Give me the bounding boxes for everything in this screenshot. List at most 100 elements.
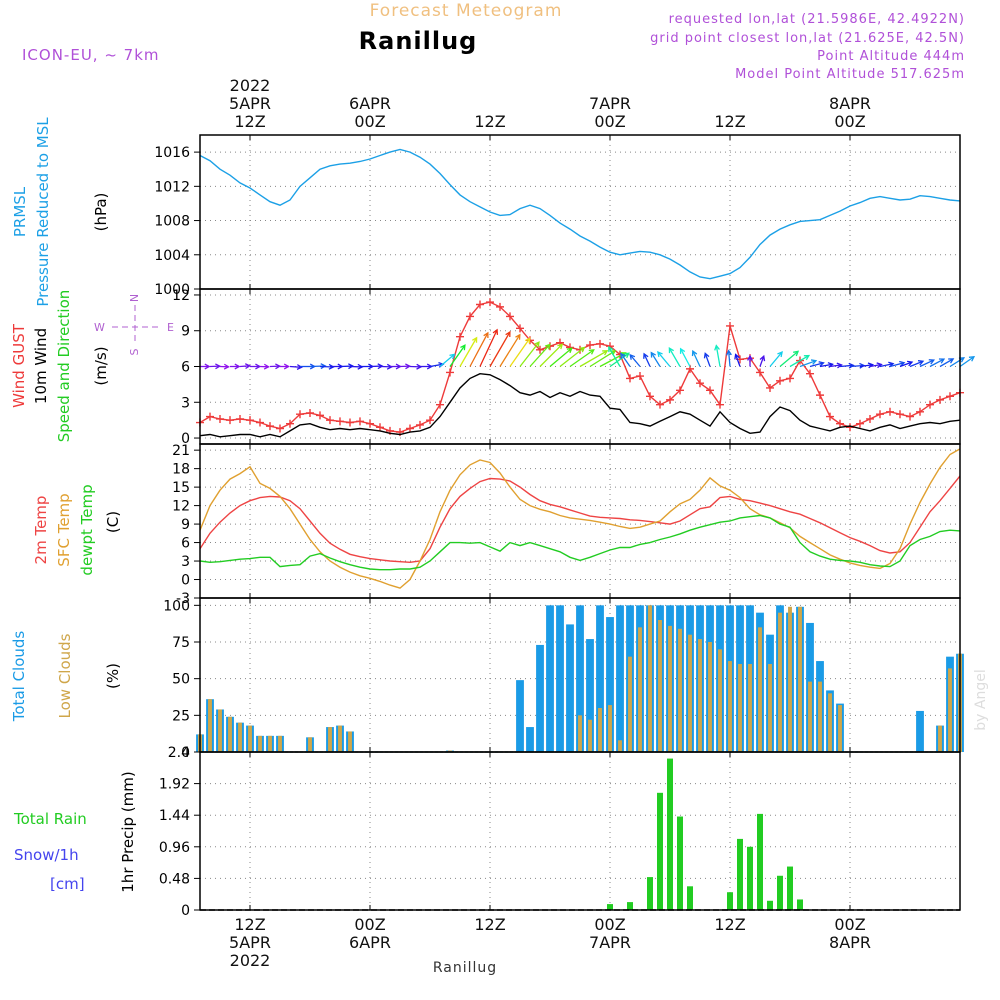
gust-marker	[226, 416, 234, 425]
y-axis-unit: (m/s)	[92, 346, 110, 385]
y-axis-title: Wind GUST	[10, 323, 28, 408]
rain-bar	[787, 866, 793, 910]
rain-bar	[737, 838, 743, 910]
wind-arrow-head	[296, 364, 303, 370]
wind-arrow	[869, 363, 882, 368]
wind-arrow	[789, 355, 810, 368]
low-cloud-bar	[618, 740, 622, 752]
wind-arrow	[509, 337, 531, 367]
wind-arrow-head	[544, 343, 551, 350]
low-cloud-bar	[698, 639, 702, 752]
y-tick-label: 1.92	[159, 777, 190, 793]
panel-frame	[199, 443, 961, 599]
chart-title: Ranillug	[359, 27, 478, 55]
wind-arrow	[489, 331, 511, 367]
y-tick-label: 0	[181, 431, 190, 447]
y-tick-label: 0.48	[159, 871, 190, 887]
low-cloud-bar	[938, 725, 942, 752]
low-cloud-bar	[818, 681, 822, 752]
low-cloud-bar	[738, 664, 742, 752]
wind-arrow-head	[471, 336, 478, 343]
wind-arrow	[839, 364, 854, 368]
bottom-time-label: 5APR	[229, 933, 271, 952]
rain-bar	[667, 758, 673, 910]
gust-marker	[426, 416, 434, 425]
wind-arrow	[650, 352, 661, 367]
gust-marker	[906, 412, 914, 421]
y-axis-title: dewpt Temp	[78, 484, 96, 575]
y-tick-label: 3	[181, 395, 190, 411]
rain-label: Total Rain	[13, 810, 87, 828]
gust-marker	[596, 339, 604, 348]
wind-arrow-head	[836, 362, 843, 369]
wind-arrow-head	[620, 352, 626, 359]
gust-marker	[476, 300, 484, 309]
y-axis-title: 1hr Precip (mm)	[119, 771, 137, 892]
low-cloud-bar	[708, 642, 712, 752]
wind-arrow-head	[968, 355, 976, 362]
total-cloud-bar	[536, 644, 544, 752]
wind-arrow-head	[734, 353, 740, 360]
gust-marker	[236, 414, 244, 423]
y-axis-title: Pressure Reduced to MSL	[34, 117, 52, 307]
low-cloud-bar	[228, 716, 232, 752]
wind-arrow	[620, 353, 631, 367]
gust-marker	[346, 418, 354, 427]
low-cloud-bar	[268, 735, 272, 752]
panel-clouds: 0 25 50 75 100 Total Clouds Low Clouds (%)	[10, 597, 964, 761]
bottom-time-label: 6APR	[349, 933, 391, 952]
wind-arrow-head	[643, 352, 649, 359]
gust-marker	[336, 417, 344, 426]
wind-arrow-head	[557, 343, 564, 350]
y-tick-label: 0	[181, 745, 190, 761]
wind-arrow	[539, 343, 563, 367]
wind-arrow	[289, 365, 302, 368]
y-tick-label: 9	[181, 324, 190, 340]
low-cloud-bar	[208, 699, 212, 752]
top-time-label: 6APR	[349, 94, 391, 113]
wind-arrow-head	[906, 360, 914, 367]
wind-arrow	[759, 355, 765, 367]
wind-arrow	[459, 337, 478, 367]
compass-north: N	[128, 294, 141, 302]
wind-arrow	[239, 365, 250, 368]
total-cloud-bar	[586, 639, 594, 752]
low-cloud-bar	[608, 705, 612, 752]
gust-marker	[206, 412, 214, 421]
panel-pressure: 1000 1004 1008 1012 1016 PRMSL Pressure Reduce…	[11, 117, 961, 307]
panel-precip: 0 0.48 0.96 1.44 1.92 2.4 1hr Precip (mm) Total…	[13, 745, 961, 919]
wind-arrow-head	[223, 363, 230, 370]
wind-arrow-head	[483, 331, 489, 338]
gust-marker	[706, 386, 714, 395]
y-tick-label: 3	[181, 554, 190, 570]
gust-marker	[276, 424, 284, 433]
wind-arrow-head	[405, 363, 412, 370]
wind-arrow-head	[234, 363, 241, 370]
wind-arrow-head	[876, 362, 883, 369]
compass-east: E	[167, 321, 174, 334]
rain-bar	[727, 892, 733, 910]
gust-marker	[656, 400, 664, 409]
top-time-label: 12Z	[474, 112, 505, 131]
gust-marker	[666, 395, 674, 404]
gust-marker	[506, 312, 514, 321]
y-tick-label: 9	[181, 517, 190, 533]
wind-arrow-head	[215, 363, 222, 370]
total-cloud-bar	[546, 605, 554, 752]
wind-arrow	[569, 349, 595, 368]
snow-label: Snow/1h	[14, 846, 79, 864]
wind-arrow	[692, 350, 701, 367]
bottom-time-label: 00Z	[594, 915, 625, 934]
gust-marker	[876, 410, 884, 419]
wind-arrow-head	[623, 352, 630, 359]
low-cloud-bar	[588, 719, 592, 752]
top-time-label: 00Z	[834, 112, 865, 131]
rain-bar	[757, 813, 763, 910]
gust-marker	[246, 416, 254, 425]
wind-arrow	[479, 329, 498, 367]
total-cloud-bar	[616, 605, 624, 752]
point-altitude: Point Altitude 444m	[817, 49, 965, 64]
wind-arrow-head	[777, 351, 783, 358]
wind-arrow	[589, 350, 616, 368]
wind-arrow	[549, 347, 573, 367]
